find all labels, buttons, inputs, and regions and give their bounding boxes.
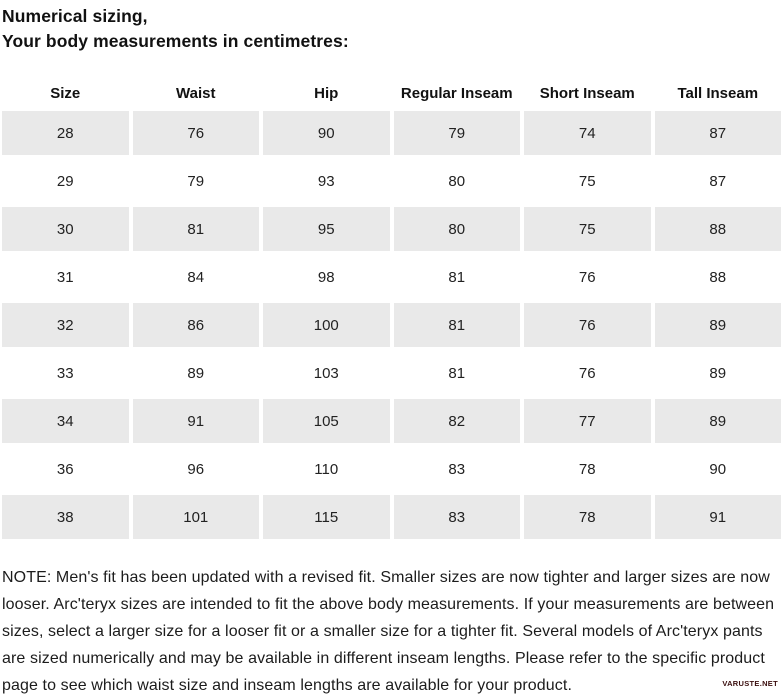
cell-tall-inseam: 88	[655, 255, 781, 299]
cell-hip: 105	[263, 399, 390, 443]
cell-short-inseam: 78	[524, 447, 651, 491]
cell-size: 29	[2, 159, 129, 203]
cell-regular-inseam: 79	[394, 111, 521, 155]
cell-waist: 89	[133, 351, 260, 395]
cell-waist: 79	[133, 159, 260, 203]
cell-size: 34	[2, 399, 129, 443]
cell-tall-inseam: 87	[655, 159, 781, 203]
cell-waist: 81	[133, 207, 260, 251]
table-row-size-38: 38 101 115 83 78 91	[2, 495, 781, 539]
cell-size: 30	[2, 207, 129, 251]
cell-hip: 93	[263, 159, 390, 203]
table-row-size-36: 36 96 110 83 78 90	[2, 447, 781, 491]
cell-short-inseam: 76	[524, 351, 651, 395]
cell-waist: 76	[133, 111, 260, 155]
cell-short-inseam: 76	[524, 255, 651, 299]
header-waist: Waist	[133, 75, 260, 111]
cell-tall-inseam: 89	[655, 351, 781, 395]
cell-size: 38	[2, 495, 129, 539]
cell-waist: 101	[133, 495, 260, 539]
cell-tall-inseam: 90	[655, 447, 781, 491]
cell-size: 32	[2, 303, 129, 347]
cell-waist: 86	[133, 303, 260, 347]
page-title-line-1: Numerical sizing,	[2, 4, 781, 29]
cell-size: 33	[2, 351, 129, 395]
cell-regular-inseam: 80	[394, 207, 521, 251]
cell-size: 28	[2, 111, 129, 155]
header-regular-inseam: Regular Inseam	[394, 75, 521, 111]
cell-tall-inseam: 89	[655, 399, 781, 443]
cell-hip: 115	[263, 495, 390, 539]
header-tall-inseam: Tall Inseam	[655, 75, 781, 111]
cell-hip: 95	[263, 207, 390, 251]
fit-note-text: NOTE: Men's fit has been updated with a …	[2, 564, 781, 699]
table-row-size-28: 28 76 90 79 74 87	[2, 111, 781, 155]
table-row-size-29: 29 79 93 80 75 87	[2, 159, 781, 203]
table-row-size-31: 31 84 98 81 76 88	[2, 255, 781, 299]
cell-short-inseam: 74	[524, 111, 651, 155]
cell-size: 31	[2, 255, 129, 299]
cell-regular-inseam: 83	[394, 447, 521, 491]
cell-waist: 91	[133, 399, 260, 443]
cell-tall-inseam: 91	[655, 495, 781, 539]
cell-regular-inseam: 81	[394, 255, 521, 299]
cell-regular-inseam: 81	[394, 351, 521, 395]
cell-short-inseam: 75	[524, 159, 651, 203]
cell-regular-inseam: 83	[394, 495, 521, 539]
table-row-size-34: 34 91 105 82 77 89	[2, 399, 781, 443]
table-row-size-33: 33 89 103 81 76 89	[2, 351, 781, 395]
cell-tall-inseam: 87	[655, 111, 781, 155]
cell-size: 36	[2, 447, 129, 491]
table-row-size-30: 30 81 95 80 75 88	[2, 207, 781, 251]
cell-short-inseam: 76	[524, 303, 651, 347]
header-size: Size	[2, 75, 129, 111]
page-title-line-2: Your body measurements in centimetres:	[2, 29, 781, 54]
cell-hip: 100	[263, 303, 390, 347]
size-chart-table: Size Waist Hip Regular Inseam Short Inse…	[2, 75, 781, 539]
header-hip: Hip	[263, 75, 390, 111]
cell-short-inseam: 78	[524, 495, 651, 539]
cell-hip: 90	[263, 111, 390, 155]
cell-hip: 103	[263, 351, 390, 395]
cell-regular-inseam: 82	[394, 399, 521, 443]
cell-tall-inseam: 88	[655, 207, 781, 251]
cell-waist: 96	[133, 447, 260, 491]
cell-short-inseam: 77	[524, 399, 651, 443]
cell-waist: 84	[133, 255, 260, 299]
cell-hip: 110	[263, 447, 390, 491]
cell-tall-inseam: 89	[655, 303, 781, 347]
cell-regular-inseam: 80	[394, 159, 521, 203]
cell-short-inseam: 75	[524, 207, 651, 251]
cell-regular-inseam: 81	[394, 303, 521, 347]
cell-hip: 98	[263, 255, 390, 299]
header-short-inseam: Short Inseam	[524, 75, 651, 111]
table-header-row: Size Waist Hip Regular Inseam Short Inse…	[2, 75, 781, 111]
table-row-size-32: 32 86 100 81 76 89	[2, 303, 781, 347]
varuste-net-watermark: VARUSTE.NET	[722, 679, 778, 688]
